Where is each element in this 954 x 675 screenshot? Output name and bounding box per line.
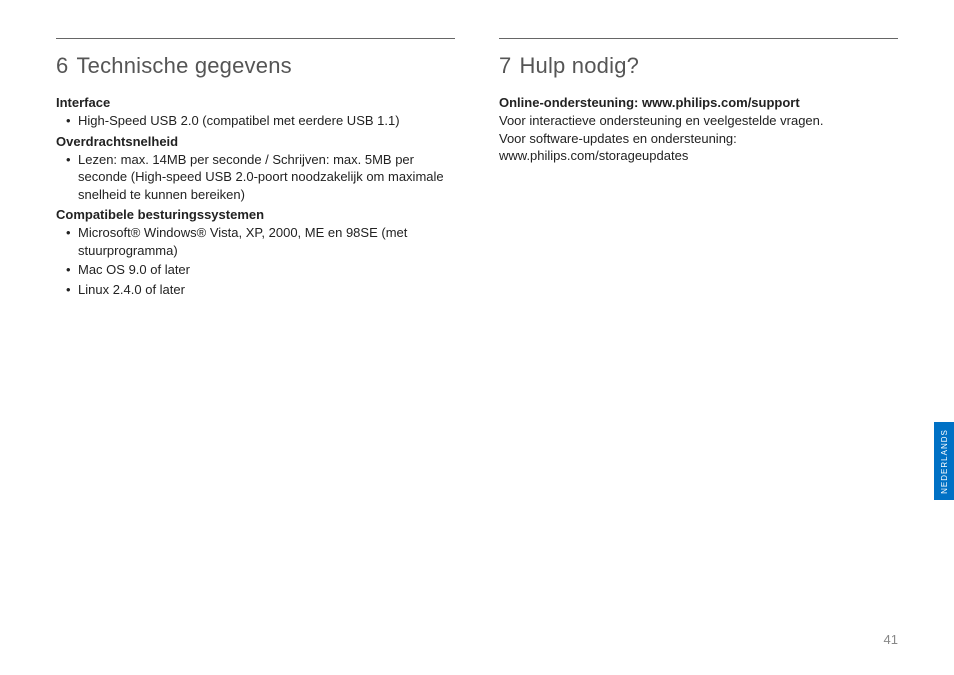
support-line2: Voor software-updates en ondersteuning: xyxy=(499,130,898,148)
support-line3: www.philips.com/storageupdates xyxy=(499,147,898,165)
left-column: 6 Technische gegevens Interface High-Spee… xyxy=(56,38,455,302)
list-item: Mac OS 9.0 of later xyxy=(56,261,455,279)
subhead-speed: Overdrachtsnelheid xyxy=(56,134,455,149)
list-speed: Lezen: max. 14MB per seconde / Schrijven… xyxy=(56,151,455,204)
support-line1: Voor interactieve ondersteuning en veelg… xyxy=(499,112,898,130)
list-item: Linux 2.4.0 of later xyxy=(56,281,455,299)
list-item: Lezen: max. 14MB per seconde / Schrijven… xyxy=(56,151,455,204)
column-rule xyxy=(499,38,898,39)
section-title-left: 6 Technische gegevens xyxy=(56,53,455,79)
column-rule xyxy=(56,38,455,39)
section-number: 6 xyxy=(56,53,68,78)
right-column: 7 Hulp nodig? Online-ondersteuning: www.p… xyxy=(499,38,898,302)
section-title-text: Technische gegevens xyxy=(76,53,291,78)
list-item: High-Speed USB 2.0 (compatibel met eerde… xyxy=(56,112,455,130)
section-title-right: 7 Hulp nodig? xyxy=(499,53,898,79)
subhead-os: Compatibele besturingssystemen xyxy=(56,207,455,222)
language-tab-label: NEDERLANDS xyxy=(940,429,949,494)
list-interface: High-Speed USB 2.0 (compatibel met eerde… xyxy=(56,112,455,130)
list-item: Microsoft® Windows® Vista, XP, 2000, ME … xyxy=(56,224,455,259)
subhead-interface: Interface xyxy=(56,95,455,110)
list-os: Microsoft® Windows® Vista, XP, 2000, ME … xyxy=(56,224,455,298)
support-heading: Online-ondersteuning: www.philips.com/su… xyxy=(499,95,898,110)
section-title-text: Hulp nodig? xyxy=(519,53,639,78)
page-number: 41 xyxy=(884,632,898,647)
section-number: 7 xyxy=(499,53,511,78)
language-tab: NEDERLANDS xyxy=(934,422,954,500)
